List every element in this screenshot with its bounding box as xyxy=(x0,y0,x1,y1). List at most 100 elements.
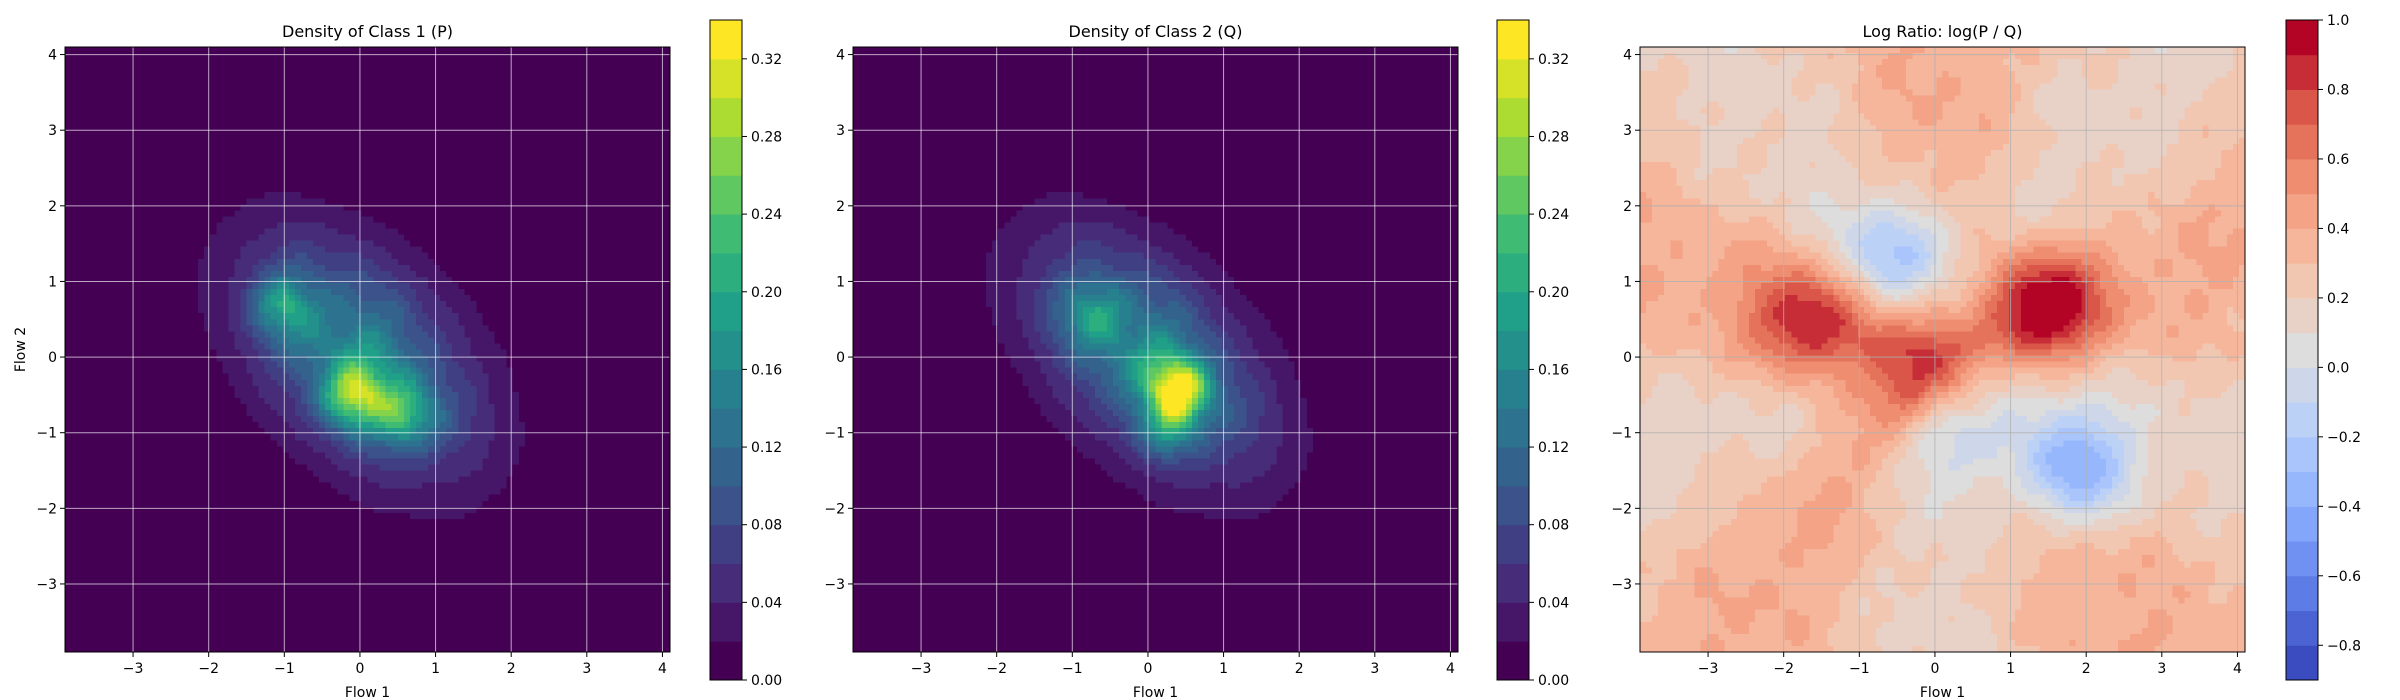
heatmap-cell xyxy=(301,331,308,338)
heatmap-cell xyxy=(65,507,72,514)
heatmap-cell xyxy=(240,53,247,60)
heatmap-cell xyxy=(331,404,338,411)
heatmap-cell xyxy=(107,192,114,199)
heatmap-cell xyxy=(234,531,241,538)
heatmap-cell xyxy=(325,101,332,108)
heatmap-cell xyxy=(313,253,320,260)
heatmap-cell xyxy=(301,592,308,599)
heatmap-cell xyxy=(168,343,175,350)
heatmap-cell xyxy=(156,458,163,465)
heatmap-cell xyxy=(343,604,350,611)
heatmap-cell xyxy=(222,337,229,344)
heatmap-cell xyxy=(65,495,72,502)
heatmap-cell xyxy=(77,428,84,435)
heatmap-cell xyxy=(107,555,114,562)
heatmap-cell xyxy=(319,204,326,211)
heatmap-cell xyxy=(277,313,284,320)
heatmap-cell xyxy=(186,531,193,538)
heatmap-cell xyxy=(119,132,126,139)
heatmap-cell xyxy=(113,265,120,272)
heatmap-cell xyxy=(95,380,102,387)
heatmap-cell xyxy=(337,343,344,350)
heatmap-cell xyxy=(180,180,187,187)
heatmap-cell xyxy=(168,337,175,344)
heatmap-cell xyxy=(71,168,78,175)
heatmap-cell xyxy=(271,204,278,211)
heatmap-cell xyxy=(349,573,356,580)
heatmap-cell xyxy=(253,434,260,441)
heatmap-cell xyxy=(228,229,235,236)
heatmap-cell xyxy=(343,319,350,326)
heatmap-cell xyxy=(101,216,108,223)
heatmap-cell xyxy=(186,471,193,478)
heatmap-cell xyxy=(301,404,308,411)
heatmap-cell xyxy=(301,204,308,211)
heatmap-cell xyxy=(95,132,102,139)
heatmap-cell xyxy=(265,77,272,84)
heatmap-cell xyxy=(180,458,187,465)
heatmap-cell xyxy=(71,156,78,163)
heatmap-cell xyxy=(156,307,163,314)
heatmap-cell xyxy=(247,253,254,260)
heatmap-cell xyxy=(307,386,314,393)
heatmap-cell xyxy=(228,434,235,441)
heatmap-cell xyxy=(313,343,320,350)
heatmap-cell xyxy=(210,416,217,423)
heatmap-cell xyxy=(216,380,223,387)
heatmap-cell xyxy=(162,573,169,580)
heatmap-cell xyxy=(295,446,302,453)
heatmap-cell xyxy=(271,108,278,115)
heatmap-cell xyxy=(289,229,296,236)
heatmap-cell xyxy=(289,598,296,605)
heatmap-cell xyxy=(192,343,199,350)
heatmap-cell xyxy=(271,525,278,532)
heatmap-cell xyxy=(253,337,260,344)
heatmap-cell xyxy=(277,598,284,605)
heatmap-cell xyxy=(265,628,272,635)
heatmap-cell xyxy=(343,446,350,453)
heatmap-cell xyxy=(277,555,284,562)
heatmap-cell xyxy=(210,337,217,344)
heatmap-cell xyxy=(83,65,90,72)
heatmap-cell xyxy=(198,392,205,399)
heatmap-cell xyxy=(253,350,260,357)
heatmap-cell xyxy=(319,114,326,121)
heatmap-cell xyxy=(337,229,344,236)
heatmap-cell xyxy=(349,313,356,320)
heatmap-cell xyxy=(355,471,362,478)
heatmap-cell xyxy=(204,204,211,211)
heatmap-cell xyxy=(301,89,308,96)
heatmap-cell xyxy=(343,101,350,108)
heatmap-cell xyxy=(313,132,320,139)
heatmap-cell xyxy=(355,356,362,363)
heatmap-cell xyxy=(361,241,368,248)
heatmap-cell xyxy=(210,428,217,435)
heatmap-cell xyxy=(355,386,362,393)
heatmap-cell xyxy=(337,95,344,102)
heatmap-cell xyxy=(355,89,362,96)
heatmap-cell xyxy=(77,120,84,127)
heatmap-cell xyxy=(355,452,362,459)
heatmap-cell xyxy=(222,114,229,121)
heatmap-cell xyxy=(162,362,169,369)
heatmap-cell xyxy=(331,416,338,423)
heatmap-cell xyxy=(337,53,344,60)
heatmap-cell xyxy=(168,440,175,447)
heatmap-cell xyxy=(150,156,157,163)
heatmap-cell xyxy=(301,495,308,502)
heatmap-cell xyxy=(228,150,235,157)
heatmap-cell xyxy=(113,132,120,139)
heatmap-cell xyxy=(192,368,199,375)
heatmap-cell xyxy=(319,404,326,411)
heatmap-cell xyxy=(71,241,78,248)
heatmap-cell xyxy=(162,531,169,538)
heatmap-cell xyxy=(132,265,139,272)
heatmap-cell xyxy=(259,265,266,272)
heatmap-cell xyxy=(107,277,114,284)
heatmap-cell xyxy=(349,471,356,478)
heatmap-cell xyxy=(253,216,260,223)
heatmap-cell xyxy=(259,501,266,508)
heatmap-cell xyxy=(319,174,326,181)
heatmap-cell xyxy=(71,519,78,526)
heatmap-cell xyxy=(174,331,181,338)
